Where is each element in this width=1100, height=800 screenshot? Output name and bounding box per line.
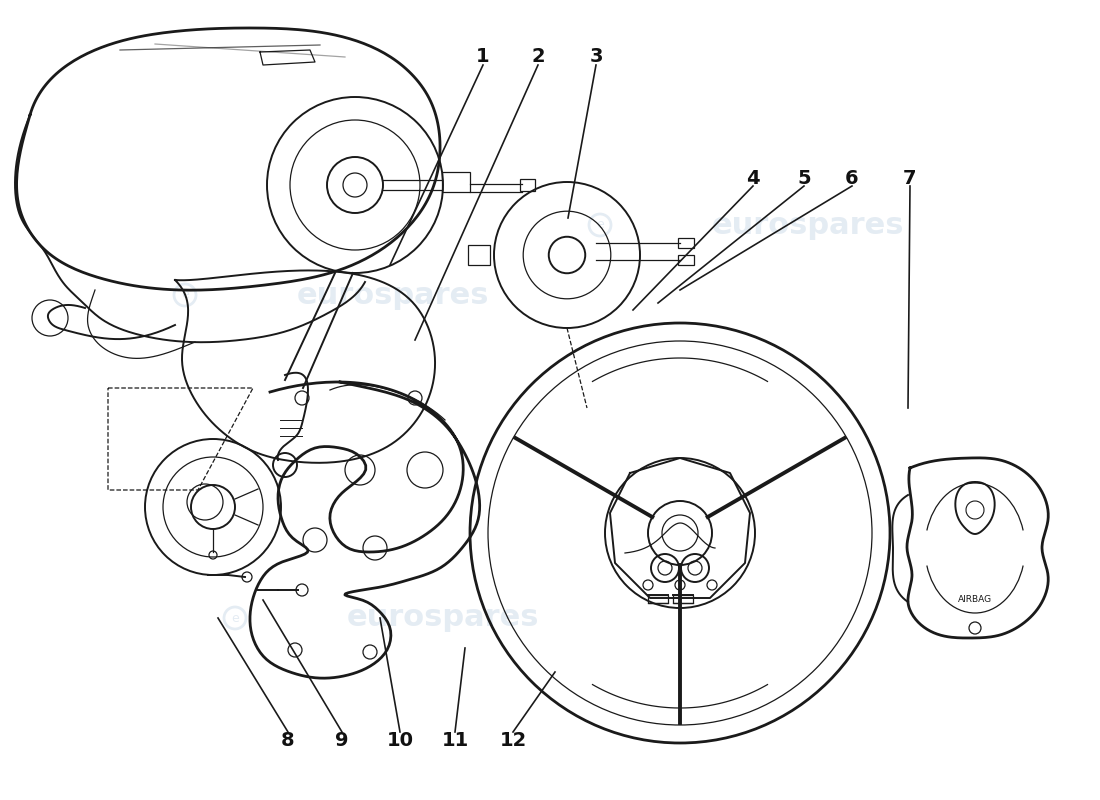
- Text: 9: 9: [336, 730, 349, 750]
- Text: eurospares: eurospares: [346, 603, 539, 633]
- Text: eurospares: eurospares: [712, 210, 904, 239]
- Text: 1: 1: [476, 47, 490, 66]
- Bar: [678, 255, 694, 265]
- Text: 7: 7: [903, 169, 916, 187]
- Text: e: e: [182, 289, 189, 302]
- Text: e: e: [596, 218, 604, 231]
- Text: 12: 12: [499, 730, 527, 750]
- Text: 5: 5: [798, 169, 811, 187]
- Text: 10: 10: [386, 730, 414, 750]
- Text: 6: 6: [845, 169, 859, 187]
- Bar: [678, 238, 694, 248]
- Bar: [648, 595, 668, 603]
- Bar: [468, 245, 490, 265]
- Text: 11: 11: [441, 730, 469, 750]
- Text: eurospares: eurospares: [297, 281, 490, 310]
- Bar: [442, 172, 470, 192]
- Text: 3: 3: [590, 47, 603, 66]
- Text: e: e: [231, 611, 239, 625]
- Text: AIRBAG: AIRBAG: [958, 595, 992, 605]
- Text: 4: 4: [746, 169, 760, 187]
- Bar: [673, 595, 693, 603]
- Bar: [520, 179, 535, 191]
- Text: 8: 8: [282, 730, 295, 750]
- Text: 2: 2: [531, 47, 544, 66]
